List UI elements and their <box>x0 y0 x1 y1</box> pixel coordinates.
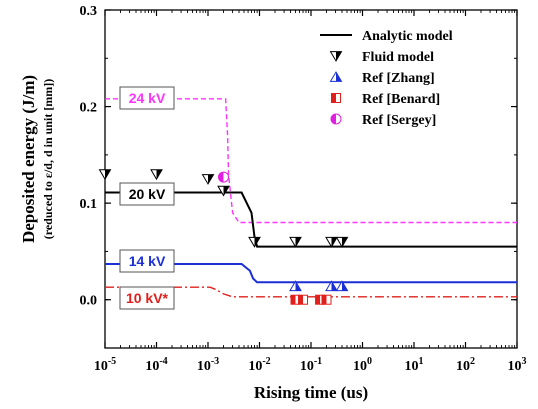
y-tick-label: 0.1 <box>80 197 98 212</box>
x-axis-title: Rising time (us) <box>254 383 368 402</box>
series-label-box: 14 kV <box>119 249 175 273</box>
legend-zhang-marker <box>329 71 343 82</box>
fluid-model-point <box>248 236 261 248</box>
series-label-box: 10 kV* <box>119 286 175 310</box>
series-line-14-kv <box>105 263 517 284</box>
fluid-model-point <box>335 236 349 248</box>
marker-points <box>98 169 349 305</box>
series-line-20-kv <box>105 191 517 248</box>
y-tick-label: 0.2 <box>80 101 98 116</box>
fluid-model-point <box>98 169 112 181</box>
legend-sergey-marker <box>330 113 342 125</box>
legend-fluid-marker <box>329 51 343 62</box>
series-box-labels: 24 kV 20 kV 14 kV 10 kV* <box>119 86 175 310</box>
x-tick-label: 102 <box>456 356 475 374</box>
series-label-box: 20 kV <box>119 182 175 206</box>
x-tick-label: 101 <box>405 356 424 374</box>
zhang-point <box>325 280 338 292</box>
series-label-text: 10 kV* <box>126 290 169 306</box>
legend-label: Fluid model <box>362 50 434 65</box>
y-axis-subtitle: (reduced to ε/d, d in unit [mm]) <box>41 79 55 240</box>
legend-label: Analytic model <box>362 29 453 44</box>
series-label-text: 14 kV <box>129 253 166 269</box>
x-tick-label: 10-1 <box>300 356 322 374</box>
series-label-box: 24 kV <box>119 86 175 110</box>
x-tick-label: 10-4 <box>145 356 167 374</box>
x-tick-label: 100 <box>353 356 372 374</box>
series-lines <box>105 98 517 298</box>
x-tick-label: 103 <box>508 356 527 374</box>
series-label-text: 24 kV <box>129 90 166 106</box>
benard-point <box>298 294 309 305</box>
y-axis-title: Deposited energy (J/m) <box>19 75 38 243</box>
series-line-10-kv- <box>105 286 517 298</box>
legend-benard-marker <box>331 93 341 103</box>
sergey-point <box>218 171 230 183</box>
legend-label: Ref [Zhang] <box>362 71 435 86</box>
x-tick-label: 10-3 <box>197 356 219 374</box>
fluid-model-point <box>289 236 302 248</box>
legend: Analytic model Fluid model Ref [Zhang] Ref … <box>320 29 453 128</box>
zhang-point <box>335 280 349 292</box>
series-line-24-kv <box>105 98 517 224</box>
fluid-model-point <box>217 185 230 197</box>
fluid-model-point <box>201 174 215 185</box>
series-label-text: 20 kV <box>129 186 166 202</box>
zhang-point <box>289 280 302 292</box>
y-tick-label: 0.3 <box>80 4 98 19</box>
x-tick-label: 10-2 <box>248 356 270 374</box>
fluid-model-point <box>325 236 338 248</box>
legend-label: Ref [Benard] <box>362 92 440 107</box>
legend-label: Ref [Sergey] <box>362 113 436 128</box>
benard-point <box>321 294 332 305</box>
fluid-model-point <box>150 169 163 181</box>
axes: 0.0 0.1 0.2 0.3 10-5 10-4 10-3 10-2 10-1 100 101 10… <box>19 4 527 402</box>
x-tick-label: 10-5 <box>94 356 116 374</box>
y-tick-label: 0.0 <box>80 294 98 309</box>
